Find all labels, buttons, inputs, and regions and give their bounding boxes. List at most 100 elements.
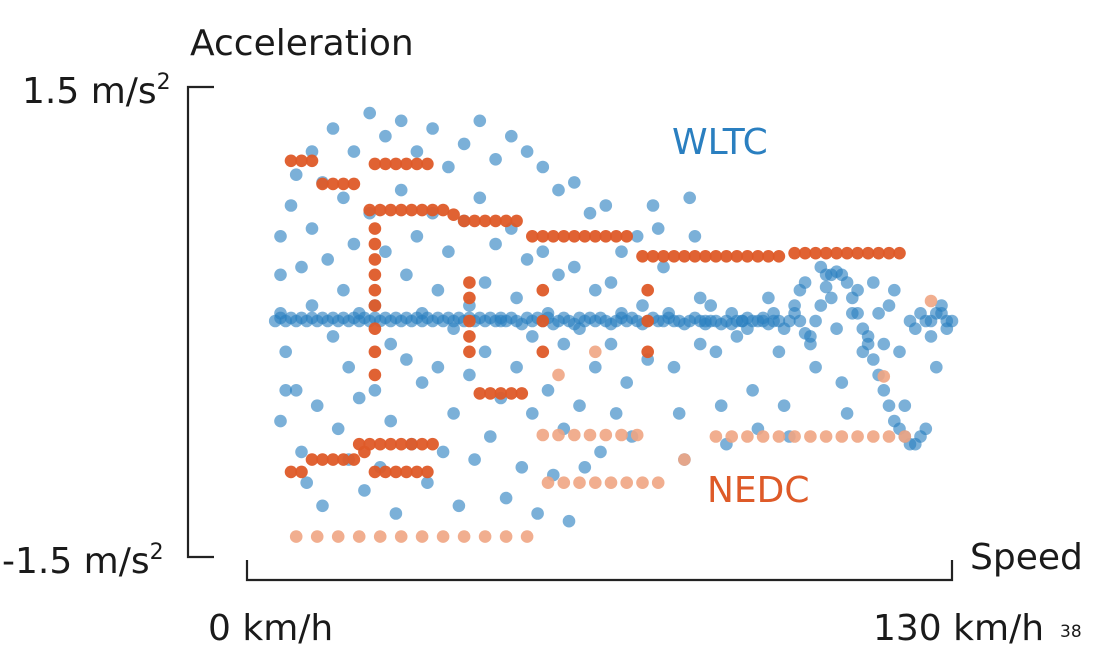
data-point (862, 338, 875, 351)
data-point (846, 292, 859, 305)
data-point (316, 500, 329, 513)
data-point (489, 153, 502, 166)
data-point (589, 476, 602, 489)
data-point (883, 299, 896, 312)
data-point (463, 369, 476, 382)
data-point (295, 261, 308, 274)
data-point (883, 399, 896, 412)
data-point (563, 515, 576, 528)
data-point (369, 346, 382, 359)
data-point (652, 222, 665, 235)
data-point (369, 253, 382, 266)
x-axis-title: Speed (970, 537, 1083, 578)
data-point (537, 429, 550, 442)
data-point (300, 476, 313, 489)
data-point (437, 446, 450, 459)
data-point (269, 315, 282, 328)
data-point (888, 415, 901, 428)
data-point (809, 361, 822, 374)
data-point (878, 338, 891, 351)
data-point (788, 430, 801, 443)
data-point (636, 476, 649, 489)
data-point (421, 158, 434, 171)
data-point (489, 238, 502, 251)
data-point (689, 230, 702, 243)
data-point (353, 530, 366, 543)
data-point (584, 429, 597, 442)
data-point (400, 353, 413, 366)
data-point (274, 230, 287, 243)
data-point (463, 346, 476, 359)
data-point (348, 145, 361, 158)
data-point (426, 122, 439, 135)
data-point (484, 430, 497, 443)
data-point (610, 407, 623, 420)
data-point (369, 369, 382, 382)
data-point (369, 269, 382, 282)
data-point (306, 299, 319, 312)
data-point (552, 269, 565, 282)
data-point (825, 269, 838, 282)
data-point (773, 430, 786, 443)
data-point (384, 338, 397, 351)
series-label-wltc: WLTC (672, 122, 768, 163)
data-point (447, 208, 460, 221)
data-point (442, 161, 455, 174)
data-point (568, 261, 581, 274)
data-point (836, 430, 849, 443)
data-point (899, 430, 912, 443)
data-point (500, 492, 513, 505)
data-point (615, 245, 628, 258)
data-point (468, 453, 481, 466)
data-point (463, 292, 476, 305)
data-point (421, 476, 434, 489)
data-point (463, 315, 476, 328)
data-point (594, 446, 607, 459)
data-point (683, 192, 696, 205)
data-point (384, 415, 397, 428)
data-point (348, 238, 361, 251)
data-point (479, 530, 492, 543)
data-point (815, 299, 828, 312)
data-point (600, 429, 613, 442)
data-point (867, 430, 880, 443)
data-point (668, 361, 681, 374)
data-point (558, 476, 571, 489)
x-tick-left: 0 km/h (208, 608, 333, 649)
data-point (878, 384, 891, 397)
data-point (358, 484, 371, 497)
data-point (353, 392, 366, 405)
data-point (778, 399, 791, 412)
x-axis-line (247, 560, 952, 580)
data-point (390, 507, 403, 520)
data-point (374, 530, 387, 543)
data-point (589, 346, 602, 359)
data-point (463, 276, 476, 289)
data-point (552, 369, 565, 382)
data-point (290, 168, 303, 181)
data-point (369, 222, 382, 235)
data-point (526, 330, 539, 343)
data-point (327, 122, 340, 135)
data-point (704, 299, 717, 312)
x-tick-right: 130 km/h (873, 608, 1044, 649)
data-point (647, 199, 660, 212)
data-point (573, 399, 586, 412)
data-point (568, 429, 581, 442)
data-point (442, 245, 455, 258)
data-point (872, 307, 885, 320)
data-point (279, 346, 292, 359)
points-layer (269, 107, 958, 543)
data-point (925, 330, 938, 343)
data-point (558, 338, 571, 351)
data-point (830, 322, 843, 335)
data-point (432, 284, 445, 297)
data-point (636, 299, 649, 312)
data-point (825, 292, 838, 305)
data-point (432, 361, 445, 374)
data-point (463, 330, 476, 343)
data-point (605, 476, 618, 489)
data-point (379, 245, 392, 258)
data-point (400, 269, 413, 282)
data-point (820, 281, 833, 294)
